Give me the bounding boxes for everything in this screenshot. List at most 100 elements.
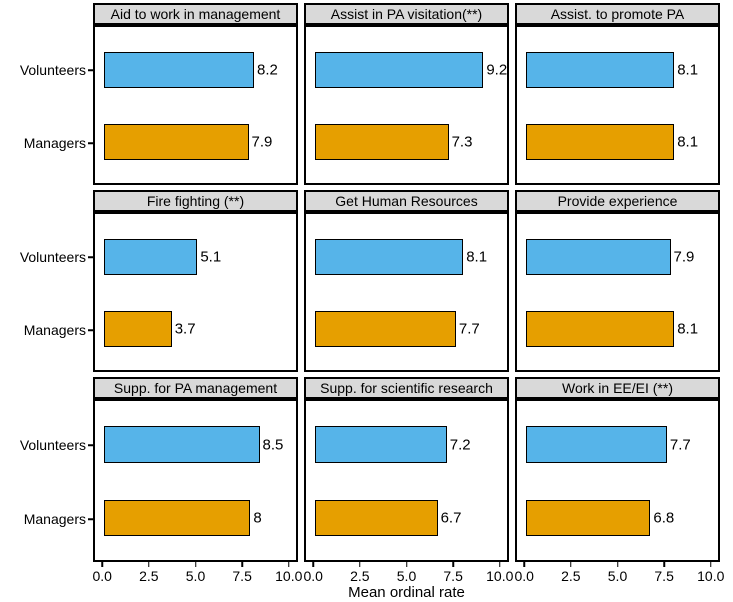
facet-strip-title: Fire fighting (**) (93, 190, 298, 214)
facet-plot-area: 8.1 8.1 (515, 27, 720, 185)
facet-plot-area: 8.1 7.7 (304, 214, 509, 372)
x-axis-tick-label: 10.0 (486, 568, 514, 584)
x-axis-tick-label: 2.5 (350, 568, 370, 584)
bar-managers (315, 499, 438, 537)
bar-value-label: 8.5 (262, 436, 284, 454)
y-axis-label-managers: Managers (23, 135, 86, 152)
bar-managers (526, 310, 675, 347)
facet-panel: Assist in PA visitation(**) 9.2 7.3 (304, 3, 509, 185)
x-axis-tick-label: 5.0 (607, 568, 628, 584)
facet-panel: Aid to work in management 8.2 7.9 (93, 3, 298, 185)
x-axis-tick-label: 7.5 (654, 568, 674, 584)
x-axis-tick-label: 10.0 (697, 568, 725, 584)
y-axis-label-volunteers: Volunteers (19, 437, 86, 454)
bar-managers (315, 123, 449, 160)
y-axis-tick (88, 444, 93, 447)
y-axis-tick (88, 256, 93, 259)
bar-managers (104, 123, 249, 160)
y-axis-tick (88, 518, 93, 521)
bar-value-label: 7.7 (669, 436, 691, 454)
facet-plot-area: 5.1 3.7 (93, 214, 298, 372)
x-axis-tick (616, 562, 619, 567)
facet-panel: Assist. to promote PA 8.1 8.1 (515, 3, 720, 185)
y-axis-tick (88, 329, 93, 331)
bar-value-label: 8.1 (677, 133, 699, 151)
bar-value-label: 6.7 (440, 509, 462, 527)
bar-value-label: 7.2 (449, 436, 471, 454)
x-axis-tick-label: 7.5 (443, 568, 463, 584)
bar-volunteers (315, 426, 447, 463)
facet-panel: Work in EE/EI (**) 7.7 6.8 (515, 377, 720, 562)
facet-panel: Fire fighting (**) 5.1 3.7 (93, 190, 298, 372)
bar-managers (526, 123, 675, 160)
y-axis-tick (88, 69, 93, 72)
x-axis-tick-label: 0.0 (92, 568, 112, 584)
x-axis-tick (241, 562, 243, 567)
x-axis-tick (312, 562, 314, 567)
bar-volunteers (104, 51, 255, 88)
x-axis-tick (148, 562, 150, 567)
x-axis-tick-label: 0.0 (514, 568, 534, 584)
x-axis-tick-label: 2.5 (561, 568, 581, 584)
facet-panel: Supp. for PA management 8.5 8 (93, 377, 298, 562)
x-axis-tick (288, 562, 290, 567)
y-axis-tick (88, 142, 93, 144)
bar-value-label: 3.7 (174, 320, 196, 338)
facet-plot-area: 7.2 6.7 (304, 401, 509, 562)
bar-managers (315, 310, 456, 347)
x-axis-tick (405, 562, 408, 567)
y-axis-label-managers: Managers (23, 322, 86, 339)
x-axis-tick (101, 562, 103, 567)
facet-strip-title: Get Human Resources (304, 190, 509, 214)
x-axis-tick-label: 5.0 (396, 568, 417, 584)
facet-panel: Get Human Resources 8.1 7.7 (304, 190, 509, 372)
x-axis-tick (452, 562, 454, 567)
facet-strip-title: Supp. for scientific research (304, 377, 509, 401)
bar-value-label: 8 (253, 509, 262, 527)
bar-value-label: 8.1 (677, 61, 699, 79)
x-axis-tick-label: 0.0 (303, 568, 323, 584)
x-axis-tick (499, 562, 501, 567)
bar-volunteers (526, 426, 667, 463)
bar-value-label: 7.9 (251, 133, 273, 151)
facet-plot-area: 7.9 8.1 (515, 214, 720, 372)
y-axis-label-managers: Managers (23, 511, 86, 528)
bar-managers (526, 499, 651, 537)
y-axis-label-volunteers: Volunteers (19, 249, 86, 266)
x-axis-tick (359, 562, 361, 567)
facet-plot-area: 8.2 7.9 (93, 27, 298, 185)
bar-value-label: 7.3 (451, 133, 473, 151)
bar-managers (104, 499, 251, 537)
bar-value-label: 8.1 (677, 320, 699, 338)
bar-managers (104, 310, 172, 347)
bar-volunteers (315, 51, 484, 88)
x-axis-tick-label: 2.5 (139, 568, 159, 584)
x-axis-tick (523, 562, 525, 567)
bar-volunteers (315, 238, 464, 275)
bar-value-label: 7.9 (673, 248, 695, 266)
x-axis-tick-label: 5.0 (185, 568, 206, 584)
bar-value-label: 5.1 (200, 248, 222, 266)
x-axis-tick (710, 562, 712, 567)
x-axis-tick (663, 562, 665, 567)
bar-value-label: 8.2 (257, 61, 278, 79)
facet-strip-title: Provide experience (515, 190, 720, 214)
facet-plot-area: 8.5 8 (93, 401, 298, 562)
x-axis-tick (194, 562, 197, 567)
bar-volunteers (526, 238, 671, 275)
x-axis-title: Mean ordinal rate (348, 584, 465, 601)
bar-value-label: 7.7 (458, 320, 480, 338)
facet-strip-title: Supp. for PA management (93, 377, 298, 401)
x-axis-tick (570, 562, 572, 567)
facet-strip-title: Assist. to promote PA (515, 3, 720, 27)
x-axis-tick-label: 10.0 (275, 568, 303, 584)
bar-volunteers (526, 51, 675, 88)
bar-value-label: 9.2 (486, 61, 508, 79)
facet-panel: Provide experience 7.9 8.1 (515, 190, 720, 372)
facet-strip-title: Work in EE/EI (**) (515, 377, 720, 401)
x-axis-tick-label: 7.5 (232, 568, 252, 584)
facet-strip-title: Aid to work in management (93, 3, 298, 27)
bar-volunteers (104, 238, 198, 275)
facet-strip-title: Assist in PA visitation(**) (304, 3, 509, 27)
